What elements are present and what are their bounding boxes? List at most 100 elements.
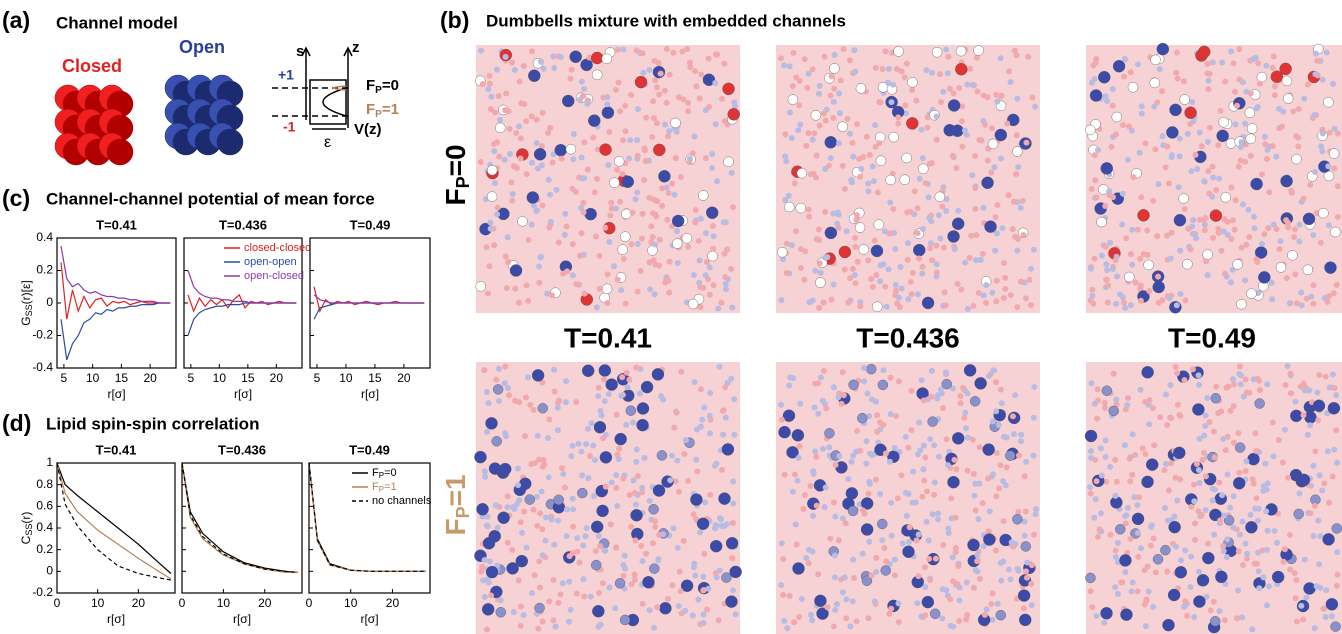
particle [626, 406, 636, 416]
particle [1014, 132, 1020, 138]
particle [1236, 76, 1242, 82]
particle [1020, 198, 1026, 204]
particle [977, 444, 983, 450]
particle [694, 427, 700, 433]
particle [654, 120, 660, 126]
particle [787, 375, 793, 381]
particle [1285, 475, 1291, 481]
particle [1250, 476, 1256, 482]
particle [1130, 579, 1136, 585]
particle [903, 434, 909, 440]
particle [1282, 76, 1292, 86]
particle [505, 385, 511, 391]
particle [1120, 294, 1126, 300]
particle [1326, 222, 1332, 228]
series-line [182, 463, 298, 572]
particle [1252, 561, 1258, 567]
particle [1320, 606, 1326, 612]
particle [717, 515, 723, 521]
particle [994, 450, 1000, 456]
particle [915, 291, 921, 297]
particle [487, 192, 497, 202]
particle [825, 136, 837, 148]
particle [728, 108, 740, 120]
particle [1176, 184, 1182, 190]
particle [527, 192, 539, 204]
particle [874, 429, 880, 435]
particle [538, 403, 548, 413]
particle [669, 181, 675, 187]
particle [1174, 498, 1180, 504]
particle [1251, 376, 1257, 382]
particle [851, 575, 857, 581]
particle [593, 548, 599, 554]
particle [1333, 392, 1339, 398]
particle [1246, 134, 1256, 144]
particle [723, 219, 729, 225]
particle [867, 481, 873, 487]
particle [957, 598, 963, 604]
particle [1283, 94, 1293, 104]
particle [502, 364, 508, 370]
particle [1153, 554, 1163, 564]
particle [1097, 527, 1103, 533]
particle [488, 226, 494, 232]
particle [597, 543, 603, 549]
particle [1163, 619, 1175, 631]
particle [1194, 166, 1200, 172]
particle [1192, 403, 1204, 415]
particle [1235, 430, 1241, 436]
particle [1191, 498, 1197, 504]
panel-title: Lipid spin-spin correlation [46, 414, 259, 433]
particle [1260, 574, 1266, 580]
particle [818, 270, 824, 276]
particle [564, 506, 570, 512]
particle [610, 178, 620, 188]
particle [503, 254, 509, 260]
particle [973, 507, 979, 513]
particle [492, 436, 502, 446]
particle [721, 523, 727, 529]
particle [509, 198, 515, 204]
particle [654, 84, 660, 90]
particle [1127, 478, 1133, 484]
temperature: T=0.49 [1168, 322, 1256, 353]
particle [1311, 112, 1317, 118]
particle [1103, 438, 1109, 444]
particle [1331, 165, 1337, 171]
particle [812, 404, 818, 410]
particle [779, 417, 785, 423]
particle [917, 176, 923, 182]
particle [1109, 406, 1119, 416]
particle [905, 296, 911, 302]
particle [667, 72, 673, 78]
particle [1243, 468, 1249, 474]
particle [1134, 502, 1140, 508]
particle [1087, 484, 1093, 490]
particle [652, 368, 664, 380]
particle [633, 196, 639, 202]
particle [1031, 532, 1037, 538]
particle [556, 240, 562, 246]
particle [944, 436, 950, 442]
particle [650, 98, 656, 104]
particle [849, 459, 855, 465]
particle [492, 180, 498, 186]
particle [973, 232, 979, 238]
particle [733, 611, 739, 617]
particle [795, 478, 801, 484]
x-tick-label: 5 [314, 371, 321, 385]
particle [554, 187, 560, 193]
particle [1188, 584, 1194, 590]
potential-label: V(z) [354, 121, 382, 138]
particle [892, 445, 898, 451]
particle [703, 272, 709, 278]
particle [717, 568, 723, 574]
particle [1018, 205, 1024, 211]
particle [652, 518, 658, 524]
particle [516, 577, 522, 583]
particle [888, 606, 894, 612]
particle [527, 402, 533, 408]
particle [487, 165, 497, 175]
particle [604, 300, 610, 306]
